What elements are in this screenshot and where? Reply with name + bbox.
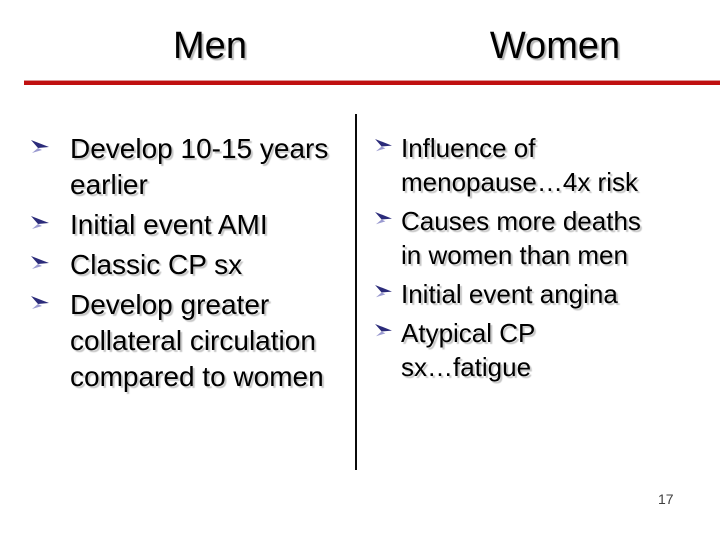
bullet-text: Causes more deaths in women than men bbox=[401, 204, 641, 272]
bullet-line: collateral circulation bbox=[70, 325, 316, 356]
arrow-bullet-icon bbox=[374, 277, 401, 305]
bullet-item: Develop 10-15 years earlier bbox=[30, 131, 355, 203]
bullet-text: Initial event AMI bbox=[70, 207, 268, 243]
arrow-bullet-icon bbox=[30, 287, 70, 317]
arrow-bullet-icon bbox=[30, 247, 70, 277]
column-header-women: Women bbox=[489, 25, 621, 67]
bullet-item: Atypical CP sx…fatigue bbox=[374, 316, 680, 384]
bullet-text: Develop greater collateral circulation c… bbox=[70, 287, 324, 395]
bullet-text: Influence of menopause…4x risk bbox=[401, 131, 638, 199]
bullet-line: earlier bbox=[70, 169, 148, 200]
bullet-text: Atypical CP sx…fatigue bbox=[401, 316, 535, 384]
arrow-bullet-icon bbox=[374, 316, 401, 344]
bullet-line: Initial event AMI bbox=[70, 209, 268, 240]
slide-page-number: 17 bbox=[658, 491, 674, 507]
bullet-line: Develop 10-15 years bbox=[70, 133, 329, 164]
bullet-text: Classic CP sx bbox=[70, 247, 242, 283]
header-rule bbox=[24, 80, 720, 85]
bullet-line: menopause…4x risk bbox=[401, 167, 638, 197]
bullet-item: Initial event AMI bbox=[30, 207, 355, 243]
bullet-item: Influence of menopause…4x risk bbox=[374, 131, 680, 199]
bullet-line: Develop greater bbox=[70, 289, 270, 320]
bullet-text: Develop 10-15 years earlier bbox=[70, 131, 328, 203]
bullet-line: sx…fatigue bbox=[401, 352, 532, 382]
arrow-bullet-icon bbox=[30, 131, 70, 161]
arrow-bullet-icon bbox=[374, 131, 401, 159]
bullet-line: Causes more deaths bbox=[401, 206, 641, 236]
column-divider bbox=[355, 114, 357, 470]
bullet-item: Causes more deaths in women than men bbox=[374, 204, 680, 272]
bullet-line: compared to women bbox=[70, 361, 324, 392]
arrow-bullet-icon bbox=[374, 204, 401, 232]
bullet-item: Classic CP sx bbox=[30, 247, 355, 283]
column-header-men: Men bbox=[173, 25, 247, 67]
bullet-line: Initial event angina bbox=[401, 279, 618, 309]
men-bullet-list: Develop 10-15 years earlier Initial even… bbox=[30, 131, 355, 399]
bullet-line: Classic CP sx bbox=[70, 249, 243, 280]
bullet-line: in women than men bbox=[401, 240, 628, 270]
bullet-item: Initial event angina bbox=[374, 277, 680, 311]
bullet-line: Influence of bbox=[401, 133, 536, 163]
women-bullet-list: Influence of menopause…4x risk Causes mo… bbox=[374, 131, 680, 389]
bullet-text: Initial event angina bbox=[401, 277, 618, 311]
arrow-bullet-icon bbox=[30, 207, 70, 237]
bullet-line: Atypical CP bbox=[401, 318, 536, 348]
bullet-item: Develop greater collateral circulation c… bbox=[30, 287, 355, 395]
